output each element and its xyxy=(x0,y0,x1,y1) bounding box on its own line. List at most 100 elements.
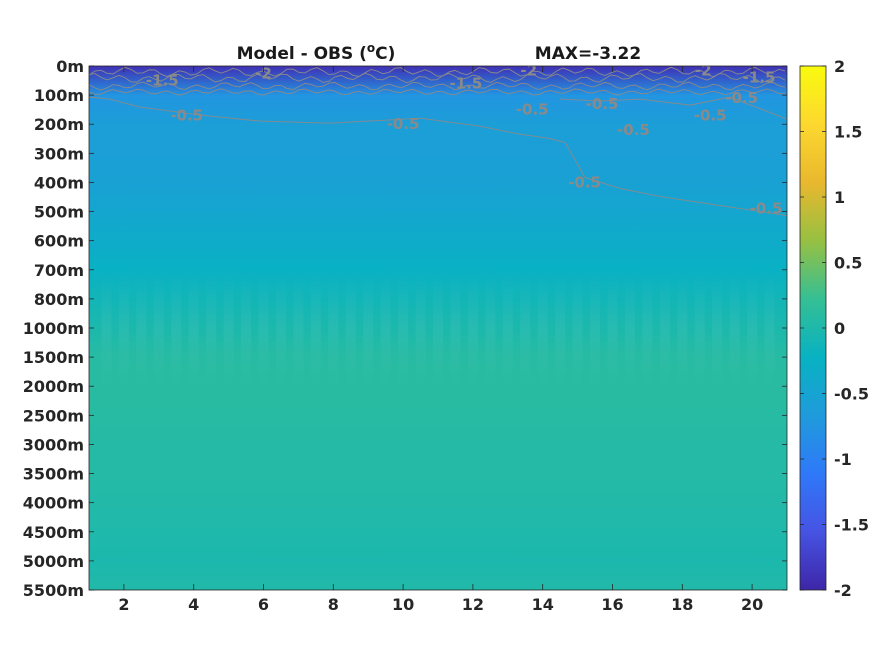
heatmap-texture xyxy=(101,269,775,387)
texture-streak xyxy=(328,269,339,387)
x-tick-label: 4 xyxy=(188,595,199,614)
texture-streak xyxy=(694,269,705,387)
texture-streak xyxy=(433,269,443,387)
x-tick-label: 16 xyxy=(601,595,623,614)
texture-streak xyxy=(223,269,234,387)
texture-streak xyxy=(677,269,688,387)
texture-streak xyxy=(118,269,129,387)
texture-streak xyxy=(293,269,304,387)
texture-streak xyxy=(101,269,112,387)
y-tick-label: 200m xyxy=(34,115,84,134)
colorbar-tick-label: -1.5 xyxy=(834,516,869,535)
texture-streak xyxy=(136,269,147,387)
texture-streak xyxy=(590,269,601,387)
y-tick-label: 400m xyxy=(34,173,84,192)
texture-streak xyxy=(241,269,252,387)
x-tick-label: 8 xyxy=(328,595,339,614)
contour-label: -0.5 xyxy=(586,95,619,113)
texture-streak xyxy=(764,269,775,387)
contour-label: -1.5 xyxy=(743,69,776,87)
y-tick-label: 4000m xyxy=(23,494,84,513)
contour-line xyxy=(559,96,787,120)
contour-line xyxy=(89,72,786,84)
colorbar-tick-label: 1.5 xyxy=(834,123,862,142)
texture-streak xyxy=(747,269,758,387)
texture-streak xyxy=(450,269,461,387)
x-axis: 2 4 6 8 10 12 14 16 18 20 xyxy=(118,66,763,614)
plot-area: -1.5 -2 -0.5 -1.5 -2 -0.5 -0.5 -0.5 -0.5 -0.5 -0.5… xyxy=(89,61,787,590)
y-tick-label: 500m xyxy=(34,203,84,222)
texture-streak xyxy=(258,269,269,387)
contour-label: -1.5 xyxy=(146,72,179,90)
colorbar-tick-label: 0.5 xyxy=(834,254,862,273)
y-tick-label: 2000m xyxy=(23,377,84,396)
contour-labels: -1.5 -2 -0.5 -1.5 -2 -0.5 -0.5 -0.5 -0.5 -0.5 -0.5… xyxy=(146,61,783,218)
y-tick-label: 5000m xyxy=(23,552,84,571)
texture-streak xyxy=(188,269,199,387)
texture-streak xyxy=(206,269,217,387)
contour-line xyxy=(89,66,786,78)
colorbar-ticks: 2 1.5 1 0.5 0 -0.5 -1 -1.5 -2 xyxy=(800,57,869,600)
contour-label: -0.5 xyxy=(725,89,758,107)
contour-label: -0.5 xyxy=(170,106,203,124)
y-tick-label: 100m xyxy=(34,86,84,105)
contour-line xyxy=(89,96,787,217)
texture-streak xyxy=(275,269,286,387)
texture-streak xyxy=(485,269,496,387)
contour-label: -2 xyxy=(255,64,272,82)
texture-streak xyxy=(415,269,426,387)
x-tick-label: 20 xyxy=(741,595,763,614)
x-tick-label: 12 xyxy=(462,595,484,614)
y-tick-label: 3000m xyxy=(23,435,84,454)
x-tick-label: 6 xyxy=(258,595,269,614)
contour-label: -0.5 xyxy=(516,101,549,119)
y-tick-label: 4500m xyxy=(23,523,84,542)
x-tick-label: 10 xyxy=(392,595,414,614)
colorbar-tick-label: -1 xyxy=(834,450,852,469)
colorbar-tick-label: -2 xyxy=(834,581,852,600)
texture-streak xyxy=(555,269,566,387)
texture-streak xyxy=(659,269,670,387)
contour-label: -0.5 xyxy=(387,115,420,133)
contour-label: -0.5 xyxy=(617,121,650,139)
contour-label: -0.5 xyxy=(568,173,601,191)
y-tick-label: 1000m xyxy=(23,319,84,338)
texture-streak xyxy=(467,269,478,387)
contour-label: -2 xyxy=(695,61,712,79)
colorbar-tick-label: -0.5 xyxy=(834,385,869,404)
texture-streak xyxy=(729,269,740,387)
y-tick-label: 700m xyxy=(34,261,84,280)
x-tick-label: 18 xyxy=(671,595,693,614)
texture-streak xyxy=(607,269,618,387)
texture-streak xyxy=(310,269,321,387)
y-axis: 0m 100m 200m 300m 400m 500m 600m 700m 800m 1000m 1… xyxy=(23,57,787,600)
y-tick-label: 300m xyxy=(34,144,84,163)
colorbar-tick-label: 0 xyxy=(834,319,845,338)
contour-lines xyxy=(89,66,787,217)
texture-streak xyxy=(537,269,548,387)
y-tick-label: 0m xyxy=(56,57,84,76)
texture-streak xyxy=(171,269,182,387)
x-tick-label: 2 xyxy=(118,595,129,614)
max-label: MAX=-3.22 xyxy=(535,44,641,64)
degree-symbol: o xyxy=(367,41,375,55)
contour-label: -0.5 xyxy=(750,200,783,218)
texture-streak xyxy=(642,269,653,387)
y-tick-label: 5500m xyxy=(23,581,84,600)
texture-streak xyxy=(153,269,164,387)
contour-label: -1.5 xyxy=(450,74,483,92)
texture-streak xyxy=(363,269,374,387)
x-tick-label: 14 xyxy=(532,595,554,614)
texture-streak xyxy=(398,269,409,387)
texture-streak xyxy=(712,269,723,387)
texture-streak xyxy=(520,269,531,387)
texture-streak xyxy=(380,269,391,387)
y-tick-label: 600m xyxy=(34,232,84,251)
contour-line xyxy=(89,88,786,96)
y-tick-label: 3500m xyxy=(23,465,84,484)
colorbar-tick-label: 2 xyxy=(834,57,845,76)
y-tick-label: 800m xyxy=(34,290,84,309)
chart-title: Model - OBS (oC) xyxy=(237,41,396,64)
texture-streak xyxy=(572,269,583,387)
